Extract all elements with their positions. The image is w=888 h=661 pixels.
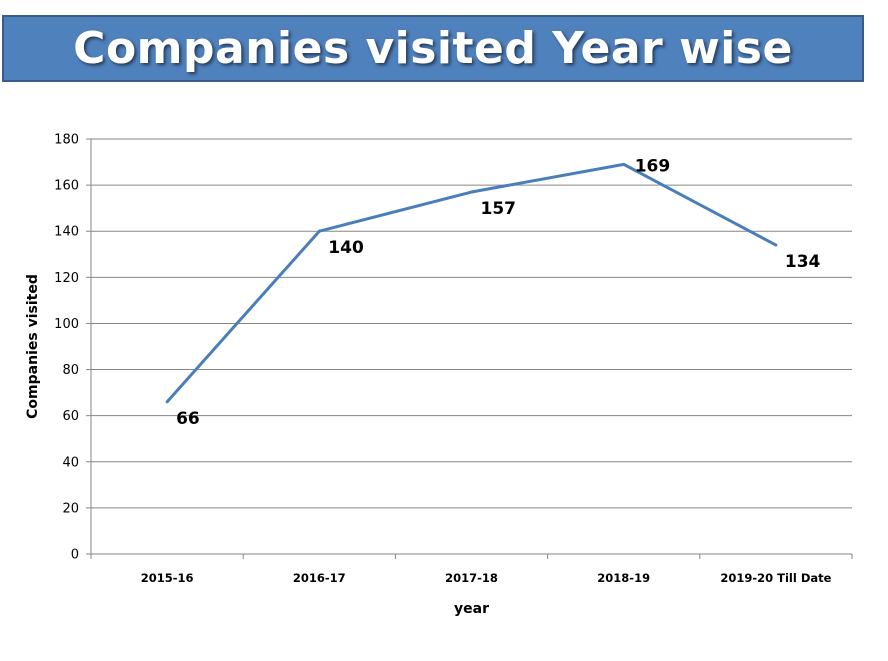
y-tick-label: 160 (54, 179, 79, 194)
x-tick-label: 2016-17 (293, 571, 346, 585)
data-point (774, 243, 778, 247)
y-tick-labels: 0 20 40 60 80 100 120 140 160 180 (54, 133, 79, 563)
data-point (317, 229, 321, 233)
x-axis-title: year (454, 601, 489, 617)
x-tick-labels: 2015-16 2016-17 2017-18 2018-19 2019-20 Till… (141, 571, 832, 585)
data-labels: 66 140 157 169 134 (176, 156, 820, 428)
y-tick-label: 180 (54, 133, 79, 148)
data-label: 157 (481, 199, 517, 219)
y-tick-label: 40 (62, 455, 79, 470)
series (165, 162, 778, 404)
y-tick-label: 140 (54, 225, 79, 240)
y-tick-label: 20 (62, 501, 79, 516)
series-line (165, 162, 777, 403)
x-tick-label: 2017-18 (445, 571, 498, 585)
y-tick-label: 0 (71, 548, 79, 563)
title-banner: Companies visited Year wise (2, 15, 864, 82)
y-tick-label: 80 (62, 363, 79, 378)
data-label: 169 (635, 156, 671, 176)
x-tick-label: 2019-20 Till Date (720, 571, 831, 585)
y-tick-label: 60 (62, 409, 79, 424)
y-axis-title: Companies visited (25, 274, 41, 419)
y-tick-label: 100 (54, 317, 79, 332)
data-point (165, 400, 169, 404)
y-tick-label: 120 (54, 271, 79, 286)
chart-title: Companies visited Year wise (73, 23, 793, 74)
data-point (470, 190, 473, 194)
x-tick-label: 2015-16 (141, 571, 194, 585)
data-label: 134 (785, 252, 821, 272)
gridlines (91, 138, 852, 509)
x-tick-label: 2018-19 (597, 571, 650, 585)
axes (86, 138, 853, 559)
data-label: 140 (328, 238, 364, 258)
data-point (622, 162, 626, 166)
data-label: 66 (176, 409, 200, 429)
